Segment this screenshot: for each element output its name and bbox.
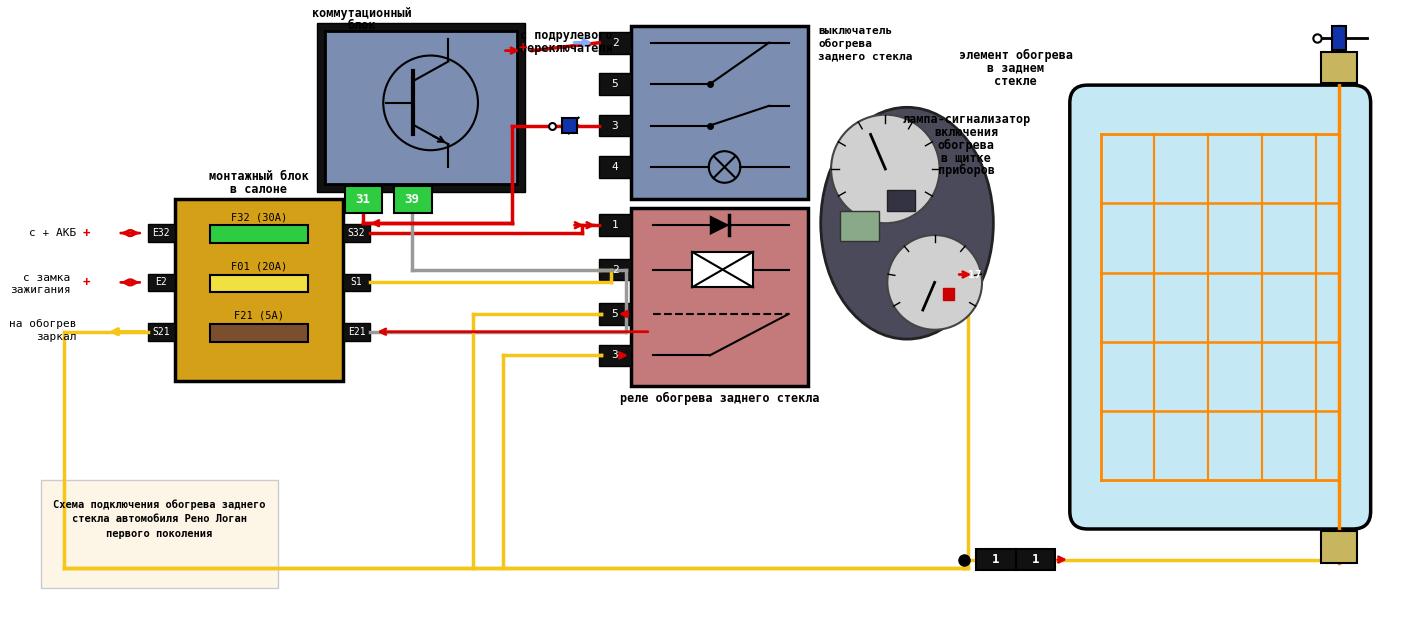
Bar — [176, 198, 343, 381]
Bar — [1015, 549, 1055, 570]
Bar — [1332, 26, 1346, 50]
Bar — [318, 23, 525, 192]
Bar — [394, 186, 431, 213]
Bar — [888, 190, 915, 211]
Bar — [325, 31, 518, 183]
Text: S21: S21 — [153, 327, 170, 337]
Text: 1: 1 — [611, 220, 618, 230]
Bar — [345, 186, 383, 213]
Text: приборов: приборов — [937, 164, 995, 177]
Bar — [943, 289, 954, 300]
Text: заднего стекла: заднего стекла — [818, 52, 913, 62]
Text: 31: 31 — [354, 193, 370, 206]
Text: 2: 2 — [611, 264, 618, 274]
Text: коммутационный: коммутационный — [312, 7, 413, 20]
Text: в заднем: в заднем — [987, 62, 1044, 75]
Text: монтажный блок: монтажный блок — [208, 170, 309, 183]
Text: +: + — [518, 40, 526, 55]
Bar — [343, 323, 370, 341]
Text: 17: 17 — [968, 269, 981, 279]
Bar — [41, 480, 278, 588]
Text: с подрулевого: с подрулевого — [520, 29, 613, 42]
Bar — [147, 323, 176, 341]
Bar — [600, 32, 631, 53]
Circle shape — [888, 235, 983, 330]
Bar — [976, 549, 1015, 570]
Text: F01 (20A): F01 (20A) — [231, 262, 286, 272]
Bar — [210, 324, 308, 341]
Bar — [692, 252, 753, 287]
Text: +: + — [82, 226, 89, 239]
Text: E2: E2 — [156, 277, 167, 287]
Bar — [600, 114, 631, 136]
Text: F32 (30A): F32 (30A) — [231, 212, 286, 222]
Bar — [343, 274, 370, 291]
Text: 2: 2 — [611, 38, 618, 48]
Bar — [600, 259, 631, 281]
Polygon shape — [1329, 60, 1350, 79]
Text: в салоне: в салоне — [231, 183, 288, 196]
Text: 4: 4 — [611, 162, 618, 172]
Text: переключателя: переключателя — [520, 42, 613, 55]
Text: обогрева: обогрева — [818, 39, 872, 49]
Text: 5: 5 — [611, 309, 618, 319]
Text: лампа-сигнализатор: лампа-сигнализатор — [902, 113, 1031, 126]
Text: E21: E21 — [347, 327, 366, 337]
Text: первого поколения: первого поколения — [106, 529, 213, 539]
Text: +: + — [82, 276, 89, 289]
Polygon shape — [710, 215, 729, 235]
Bar — [147, 274, 176, 291]
Text: F21 (5A): F21 (5A) — [234, 311, 284, 321]
Text: 3: 3 — [611, 350, 618, 360]
Text: 1: 1 — [993, 553, 1000, 566]
Bar — [1322, 52, 1357, 83]
Text: в щитке: в щитке — [942, 152, 991, 165]
Text: зажигания: зажигания — [10, 285, 71, 295]
Text: заркал: заркал — [35, 332, 77, 341]
Text: стекла автомобиля Рено Логан: стекла автомобиля Рено Логан — [72, 514, 247, 524]
Text: E32: E32 — [153, 228, 170, 238]
Text: блок: блок — [347, 19, 376, 32]
Bar — [562, 118, 577, 134]
Text: элемент обогрева: элемент обогрева — [959, 49, 1072, 62]
Text: на обогрев: на обогрев — [9, 318, 77, 329]
Bar — [600, 73, 631, 95]
Circle shape — [831, 114, 940, 223]
Text: с + АКБ: с + АКБ — [30, 228, 77, 238]
Bar — [210, 274, 308, 292]
Text: 5: 5 — [611, 79, 618, 89]
Ellipse shape — [821, 108, 994, 339]
Bar — [600, 303, 631, 325]
Text: Схема подключения обогрева заднего: Схема подключения обогрева заднего — [52, 499, 265, 509]
Text: реле обогрева заднего стекла: реле обогрева заднего стекла — [620, 392, 820, 406]
Bar — [631, 26, 808, 198]
Text: 1: 1 — [1031, 553, 1039, 566]
Text: обогрева: обогрева — [937, 139, 995, 152]
Text: выключатель: выключатель — [818, 26, 892, 36]
Text: S32: S32 — [347, 228, 366, 238]
Polygon shape — [1329, 537, 1350, 557]
Bar — [631, 208, 808, 386]
FancyBboxPatch shape — [1069, 85, 1371, 529]
Text: 3: 3 — [611, 121, 618, 131]
Bar — [1322, 531, 1357, 562]
Bar — [839, 211, 879, 241]
Bar — [600, 345, 631, 366]
Text: с замка: с замка — [23, 274, 71, 284]
Text: стекле: стекле — [994, 75, 1037, 88]
Text: включения: включения — [934, 126, 998, 139]
Bar — [210, 225, 308, 243]
Bar — [147, 224, 176, 242]
Bar — [600, 156, 631, 178]
Bar — [343, 224, 370, 242]
Text: 39: 39 — [404, 193, 420, 206]
Text: S1: S1 — [350, 277, 363, 287]
Bar — [600, 215, 631, 236]
